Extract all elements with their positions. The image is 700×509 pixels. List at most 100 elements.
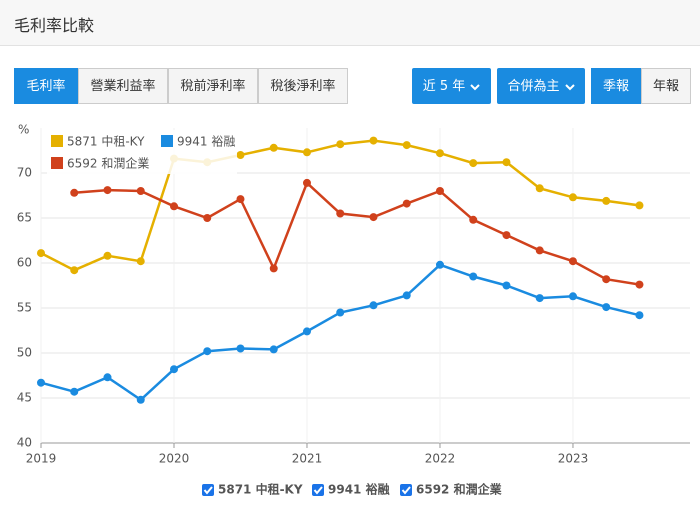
data-point (535, 246, 544, 255)
basis-label: 合併為主 (507, 79, 560, 94)
data-point (402, 141, 411, 150)
frequency-button[interactable]: 年報 (641, 68, 691, 104)
checkmark (313, 486, 323, 495)
frequency-button[interactable]: 季報 (591, 68, 641, 104)
series-line (40, 263, 640, 402)
data-point (635, 201, 644, 210)
data-point (236, 195, 245, 204)
data-point (203, 347, 212, 356)
legend-label: 5871 中租-KY (67, 134, 145, 149)
data-point (369, 301, 378, 310)
y-tick-label: 40 (17, 436, 32, 450)
data-point (136, 395, 145, 404)
tab[interactable]: 稅前淨利率 (168, 68, 258, 104)
data-point (302, 178, 311, 187)
checkmark (401, 486, 411, 495)
data-point (70, 387, 79, 396)
legend-item[interactable]: 9941 裕融 (161, 134, 235, 149)
data-point (369, 136, 378, 145)
basis-dropdown[interactable]: 合併為主 (497, 68, 585, 104)
checkbox (202, 484, 214, 496)
legend-label: 6592 和潤企業 (67, 156, 149, 171)
data-point (602, 275, 611, 284)
data-point (336, 209, 345, 218)
legend-swatch (51, 135, 63, 147)
data-point (336, 308, 345, 317)
data-point (402, 199, 411, 208)
tab[interactable]: 稅後淨利率 (258, 68, 348, 104)
y-tick-label: 45 (17, 391, 32, 405)
data-point (70, 188, 79, 197)
page-title: 毛利率比較 (14, 16, 95, 35)
data-point (369, 213, 378, 222)
data-point (103, 186, 112, 195)
y-tick-label: 65 (17, 211, 32, 225)
data-point (269, 264, 278, 273)
x-tick-label: 2021 (292, 452, 323, 466)
x-tick-label: 2022 (425, 452, 456, 466)
data-point (568, 257, 577, 266)
data-point (302, 148, 311, 157)
x-tick-label: 2023 (558, 452, 589, 466)
data-point (469, 215, 478, 224)
toggle-label: 9941 裕融 (328, 482, 390, 497)
data-point (568, 292, 577, 301)
data-point (269, 143, 278, 152)
data-point (37, 249, 45, 258)
series-toggle[interactable]: 9941 裕融 (312, 482, 390, 497)
data-point (502, 158, 511, 167)
toggle-label: 6592 和潤企業 (416, 482, 503, 497)
checkmark (203, 486, 213, 495)
data-point (435, 187, 444, 195)
data-point (103, 373, 112, 382)
data-point (568, 193, 577, 202)
data-point (469, 159, 478, 168)
series-toggle[interactable]: 5871 中租-KY (202, 482, 303, 497)
data-point (37, 378, 45, 387)
data-point (236, 344, 245, 353)
legend-box (47, 130, 237, 174)
chevron (564, 83, 575, 90)
data-point (435, 149, 444, 158)
toggle-label: 5871 中租-KY (218, 482, 303, 497)
data-point (203, 214, 212, 222)
data-point (103, 251, 112, 260)
data-point (269, 345, 278, 354)
data-point (136, 187, 145, 195)
tab[interactable]: 毛利率 (14, 68, 78, 104)
checkbox (400, 484, 412, 496)
legend-swatch (51, 157, 63, 169)
x-tick-label: 2019 (26, 452, 57, 466)
x-tick-label: 2020 (159, 452, 190, 466)
y-axis-label: % (18, 123, 29, 137)
data-point (169, 365, 178, 374)
data-point (535, 294, 544, 303)
data-point (469, 272, 478, 281)
period-dropdown[interactable]: 近 5 年 (412, 68, 491, 104)
legend-item[interactable]: 5871 中租-KY (51, 134, 145, 149)
tab[interactable]: 營業利益率 (78, 68, 168, 104)
data-point (535, 184, 544, 193)
legend-label: 9941 裕融 (177, 134, 235, 149)
header: 毛利率比較 (0, 0, 700, 46)
data-point (602, 196, 611, 205)
data-point (70, 266, 79, 275)
period-label: 近 5 年 (422, 79, 466, 94)
y-tick-label: 55 (17, 301, 32, 315)
y-tick-label: 50 (17, 346, 32, 360)
y-tick-label: 60 (17, 256, 32, 270)
legend-item[interactable]: 6592 和潤企業 (51, 156, 149, 171)
data-point (635, 280, 644, 289)
series-line (74, 180, 640, 286)
data-point (635, 311, 644, 320)
data-point (435, 260, 444, 269)
data-point (502, 281, 511, 290)
series-toggle[interactable]: 6592 和潤企業 (400, 482, 503, 497)
data-point (402, 291, 411, 300)
data-point (302, 327, 311, 336)
y-tick-label: 70 (17, 166, 32, 180)
chart: % 40 45 50 55 60 65 70 2019 2020 2021 2022 2023 5871 … (17, 123, 690, 497)
data-point (169, 202, 178, 211)
data-point (502, 231, 511, 240)
